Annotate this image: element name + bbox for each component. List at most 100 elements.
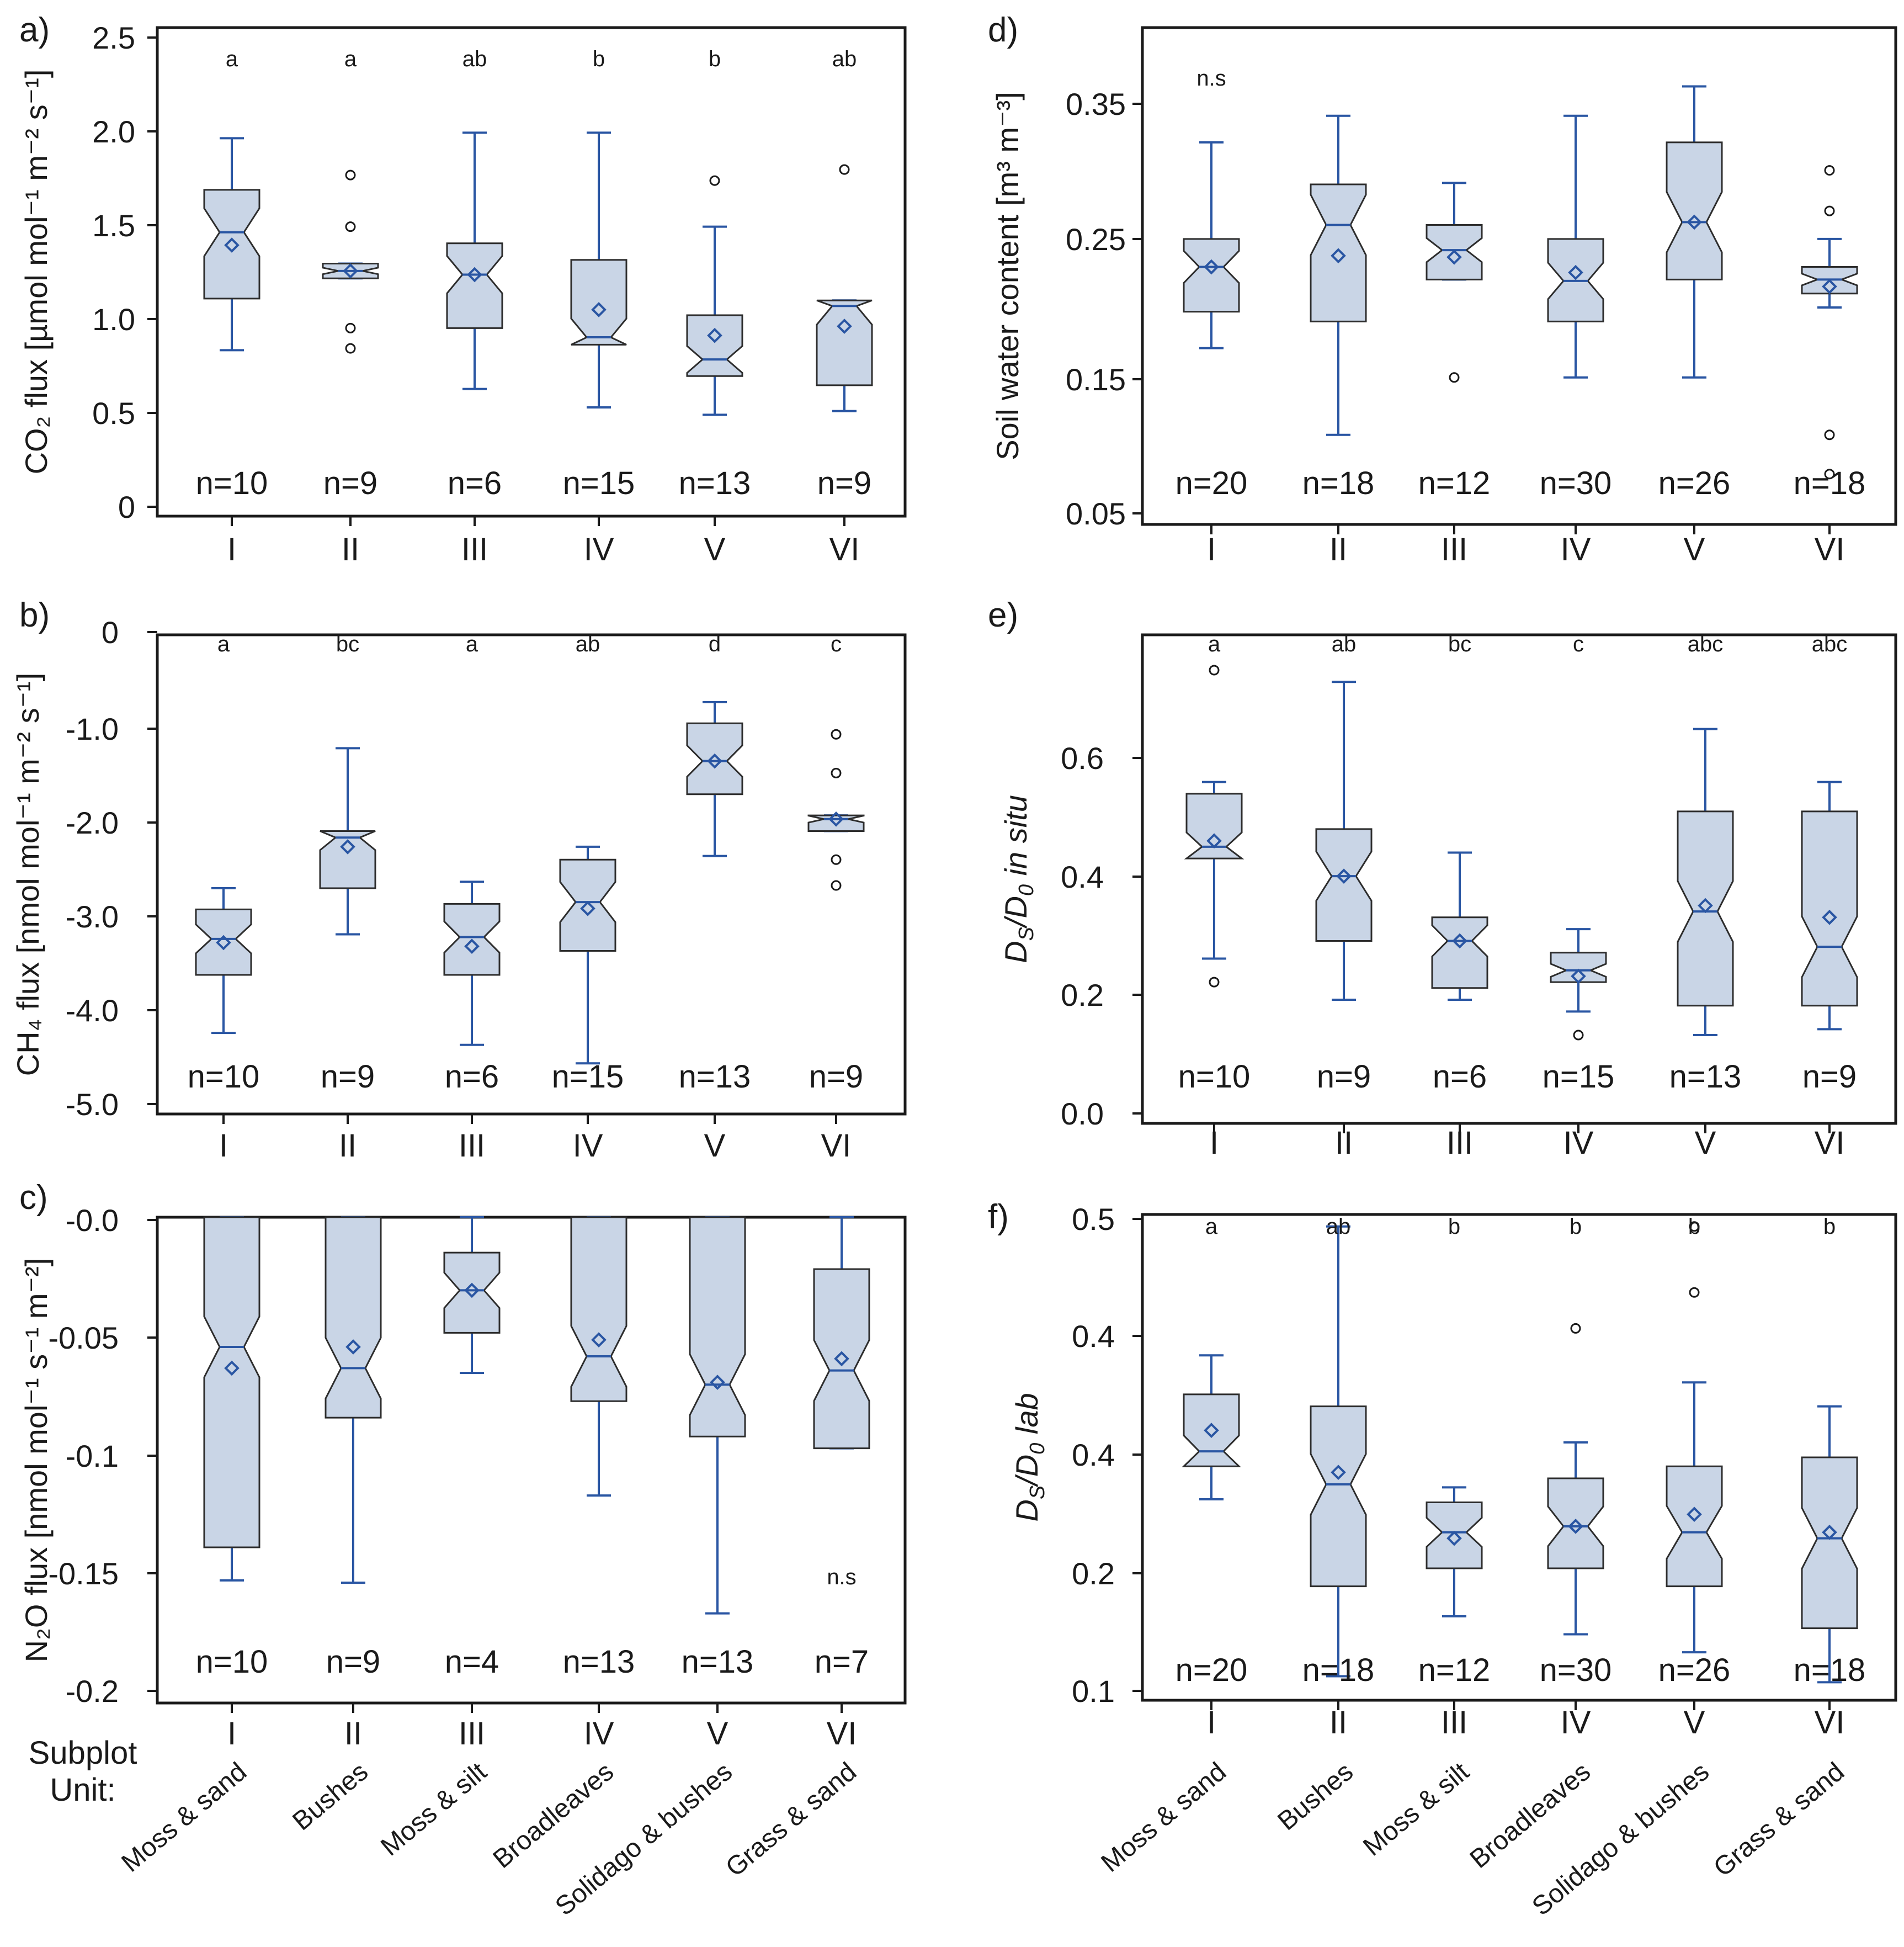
y-tick-label: 1.0 — [92, 302, 135, 337]
significance-letter: ab — [1326, 1214, 1351, 1239]
mean-marker — [1204, 1423, 1219, 1438]
sample-size-label: n=15 — [552, 1059, 624, 1095]
subplot-label: Subplot — [29, 1735, 137, 1771]
mean-marker — [224, 1360, 240, 1376]
significance-letter: c — [1573, 632, 1584, 656]
x-tick-label: VI — [829, 532, 860, 567]
box-body — [1431, 916, 1488, 989]
sample-size-label: n=30 — [1540, 465, 1612, 501]
box-body — [1801, 810, 1858, 1007]
unit-label: Broadleaves — [488, 1757, 619, 1874]
box-I: n=10 — [196, 1216, 268, 1680]
outlier-point — [831, 880, 842, 891]
box-I: a n=10 — [196, 47, 268, 501]
significance-letter: a — [466, 632, 478, 656]
x-tick-label: I — [1207, 532, 1216, 567]
sample-size-label: n=6 — [445, 1059, 499, 1095]
box-body — [559, 858, 616, 952]
sample-size-label: n=30 — [1540, 1652, 1612, 1688]
box-II: n=18 — [1302, 114, 1375, 501]
sample-size-label: n=10 — [188, 1059, 260, 1095]
y-axis-label: Soil water content [m³ m⁻³] — [990, 92, 1025, 460]
mean-marker — [828, 811, 844, 827]
unit-label: Broadleaves — [1465, 1757, 1596, 1874]
sample-size-label: n=20 — [1176, 465, 1248, 501]
significance-letter: bc — [1448, 632, 1471, 656]
box-body — [1550, 952, 1607, 983]
y-axis-label: CH₄ flux [nmol mol⁻¹ m⁻² s⁻¹] — [10, 673, 45, 1076]
sample-size-label: n=15 — [1543, 1059, 1615, 1095]
significance-letter: ab — [462, 47, 487, 71]
mean-marker — [1204, 259, 1219, 275]
sample-size-label: n=9 — [809, 1059, 863, 1095]
sample-size-label: n=9 — [1317, 1059, 1371, 1095]
y-tick-label: 2.0 — [92, 114, 135, 149]
x-tick-label: I — [1207, 1705, 1216, 1741]
sample-size-label: n=20 — [1176, 1652, 1248, 1688]
sample-size-label: n=18 — [1302, 1652, 1375, 1688]
box-III: n=4 — [443, 1216, 501, 1680]
significance-letter: b — [1570, 1214, 1582, 1239]
mean-marker — [1336, 868, 1352, 884]
y-tick-label: -2.0 — [66, 805, 119, 840]
mean-marker — [1568, 1519, 1583, 1534]
mean-marker — [1331, 248, 1346, 264]
significance-letter: ab — [832, 47, 857, 71]
box-IV: ab n=15 — [552, 632, 624, 1095]
significance-letter: bc — [336, 632, 359, 656]
box-I: a n=10 — [188, 632, 260, 1095]
panel-label: f) — [988, 1198, 1009, 1236]
y-axis-label: CO₂ flux [µmol mol⁻¹ m⁻² s⁻¹] — [19, 70, 54, 475]
mean-marker — [216, 935, 231, 951]
mean-marker — [1446, 1530, 1462, 1546]
box-body — [1182, 1393, 1241, 1467]
mean-marker — [1822, 1524, 1837, 1540]
mean-marker — [340, 839, 355, 855]
box-IV: n=13 — [563, 1216, 635, 1680]
significance-letter: n.s — [1196, 66, 1226, 91]
sample-size-label: n=9 — [323, 465, 377, 501]
x-tick-label: VI — [827, 1716, 857, 1752]
sample-size-label: n=13 — [679, 465, 751, 501]
mean-marker — [1687, 214, 1702, 230]
x-tick-label: II — [342, 532, 359, 567]
panel-label: c) — [19, 1179, 48, 1217]
panel-2: b) 0 -1.0 -2.0 -3.0 -4.0 -5.0 CH₄ flux [nmol mo… — [10, 596, 907, 1164]
box-VI: abc n=9 — [1801, 632, 1858, 1095]
box-body — [1666, 141, 1723, 280]
box-body — [1677, 810, 1734, 1007]
box-VI: n=7 — [813, 1216, 870, 1680]
outlier-point — [345, 221, 356, 232]
y-tick-label: 0.4 — [1072, 1319, 1115, 1354]
y-tick-label: -3.0 — [66, 899, 119, 934]
x-tick-label: II — [1335, 1125, 1353, 1161]
outlier-point — [1573, 1030, 1584, 1041]
sample-size-label: n=6 — [448, 465, 502, 501]
significance-letter: a — [1208, 632, 1221, 656]
sample-size-label: n=18 — [1302, 465, 1375, 501]
y-label-part: in situ — [998, 795, 1033, 884]
x-tick-label: VI — [1815, 1705, 1845, 1741]
y-tick-label: 0.1 — [1072, 1674, 1115, 1709]
mean-marker — [707, 753, 722, 769]
unit-label: Bushes — [287, 1757, 374, 1837]
outlier-point — [1689, 1287, 1700, 1298]
mean-marker — [834, 1351, 849, 1367]
mean-marker — [1822, 279, 1837, 294]
unit-label: Moss & sand — [116, 1757, 252, 1878]
x-tick-label: VI — [821, 1128, 852, 1164]
y-tick-label: 0.0 — [1061, 1096, 1104, 1131]
outlier-point — [831, 729, 842, 740]
unit-label: Grass & sand — [720, 1757, 862, 1883]
plot-frame — [1141, 26, 1897, 526]
mean-marker — [591, 302, 607, 317]
sample-size-label: n=13 — [1669, 1059, 1742, 1095]
outlier-point — [1209, 665, 1220, 676]
outlier-point — [831, 854, 842, 865]
box-III: bc n=6 — [1431, 632, 1488, 1095]
unit-label: Moss & sand — [1095, 1757, 1232, 1878]
box-body — [1547, 1477, 1604, 1569]
box-II: bc n=9 — [319, 632, 376, 1095]
